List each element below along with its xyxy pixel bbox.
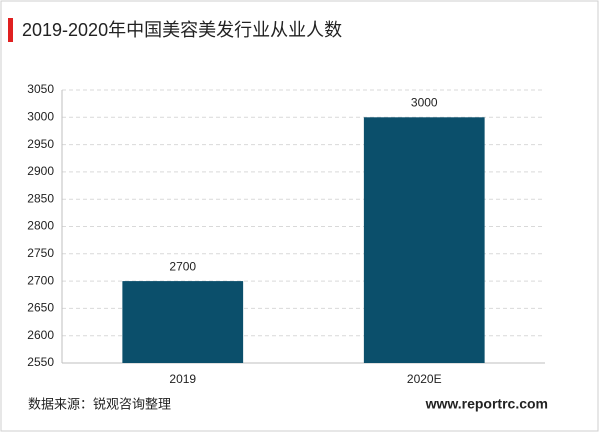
y-tick-label: 2900: [27, 164, 54, 178]
data-label: 3000: [411, 95, 438, 109]
y-tick-label: 2750: [27, 246, 54, 260]
x-tick-label: 2019: [169, 372, 196, 386]
data-label: 2700: [169, 259, 196, 273]
bar: [122, 281, 244, 363]
bar: [363, 117, 485, 363]
website: www.reportrc.com: [425, 396, 548, 412]
title-accent: [8, 18, 13, 42]
y-tick-label: 2550: [27, 355, 54, 369]
chart-title: 2019-2020年中国美容美发行业从业人数: [22, 20, 342, 40]
y-tick-label: 3050: [27, 82, 54, 96]
y-tick-label: 2950: [27, 137, 54, 151]
y-tick-label: 2600: [27, 328, 54, 342]
y-tick-label: 2800: [27, 219, 54, 233]
y-tick-label: 2650: [27, 301, 54, 315]
x-tick-label: 2020E: [407, 372, 442, 386]
y-tick-label: 2850: [27, 191, 54, 205]
y-tick-label: 3000: [27, 109, 54, 123]
source: 数据来源：锐观咨询整理: [28, 396, 171, 411]
y-tick-label: 2700: [27, 273, 54, 287]
